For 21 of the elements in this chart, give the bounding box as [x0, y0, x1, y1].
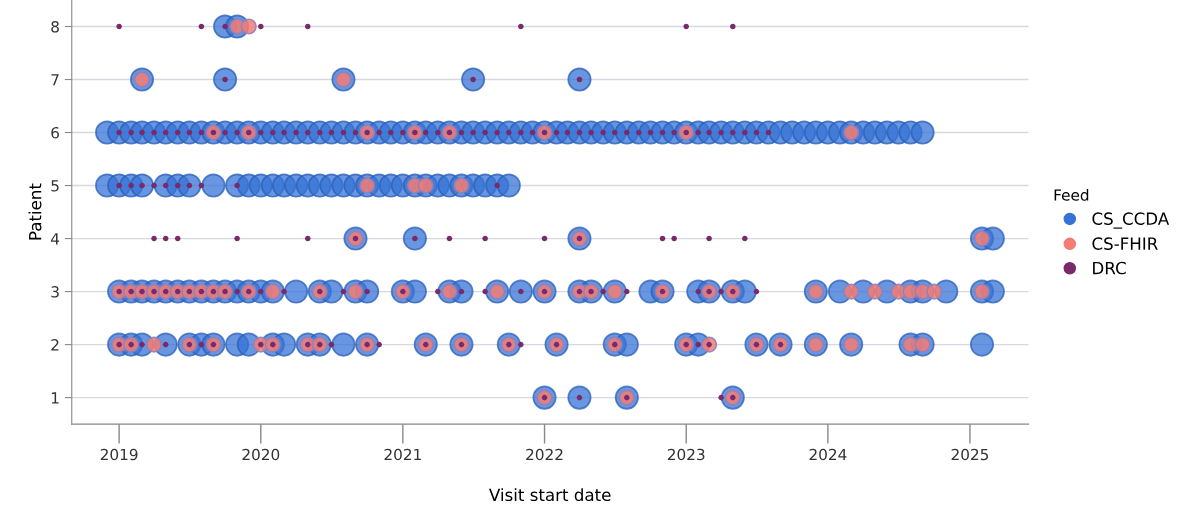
y-tick-label: 4 [50, 233, 60, 245]
y-tick-label: 7 [51, 74, 59, 86]
legend-label: CS-FHIR [1092, 237, 1158, 250]
y-tick-label: 1 [51, 392, 59, 404]
y-tick-label: 5 [51, 180, 59, 192]
x-tick-label: 2019 [100, 448, 138, 461]
y-tick-label: 8 [51, 20, 59, 33]
x-tick-label: 2020 [242, 448, 280, 461]
y-tick-label: 2 [51, 339, 59, 351]
legend-title: Feed [1054, 188, 1089, 201]
x-tick-label: 2024 [809, 448, 847, 461]
x-tick-label: 2022 [526, 448, 563, 461]
y-axis-title: Patient [28, 183, 42, 240]
x-axis-title: Visit start date [489, 488, 611, 502]
legend-label: CS_CCDA [1092, 212, 1170, 229]
x-tick-label: 2021 [384, 448, 421, 461]
y-tick-label: 3 [51, 286, 59, 298]
x-tick-label: 2023 [667, 448, 705, 461]
y-tick-label: 6 [51, 127, 59, 139]
legend-label: DRC [1093, 261, 1126, 275]
x-tick-label: 2025 [951, 448, 989, 461]
